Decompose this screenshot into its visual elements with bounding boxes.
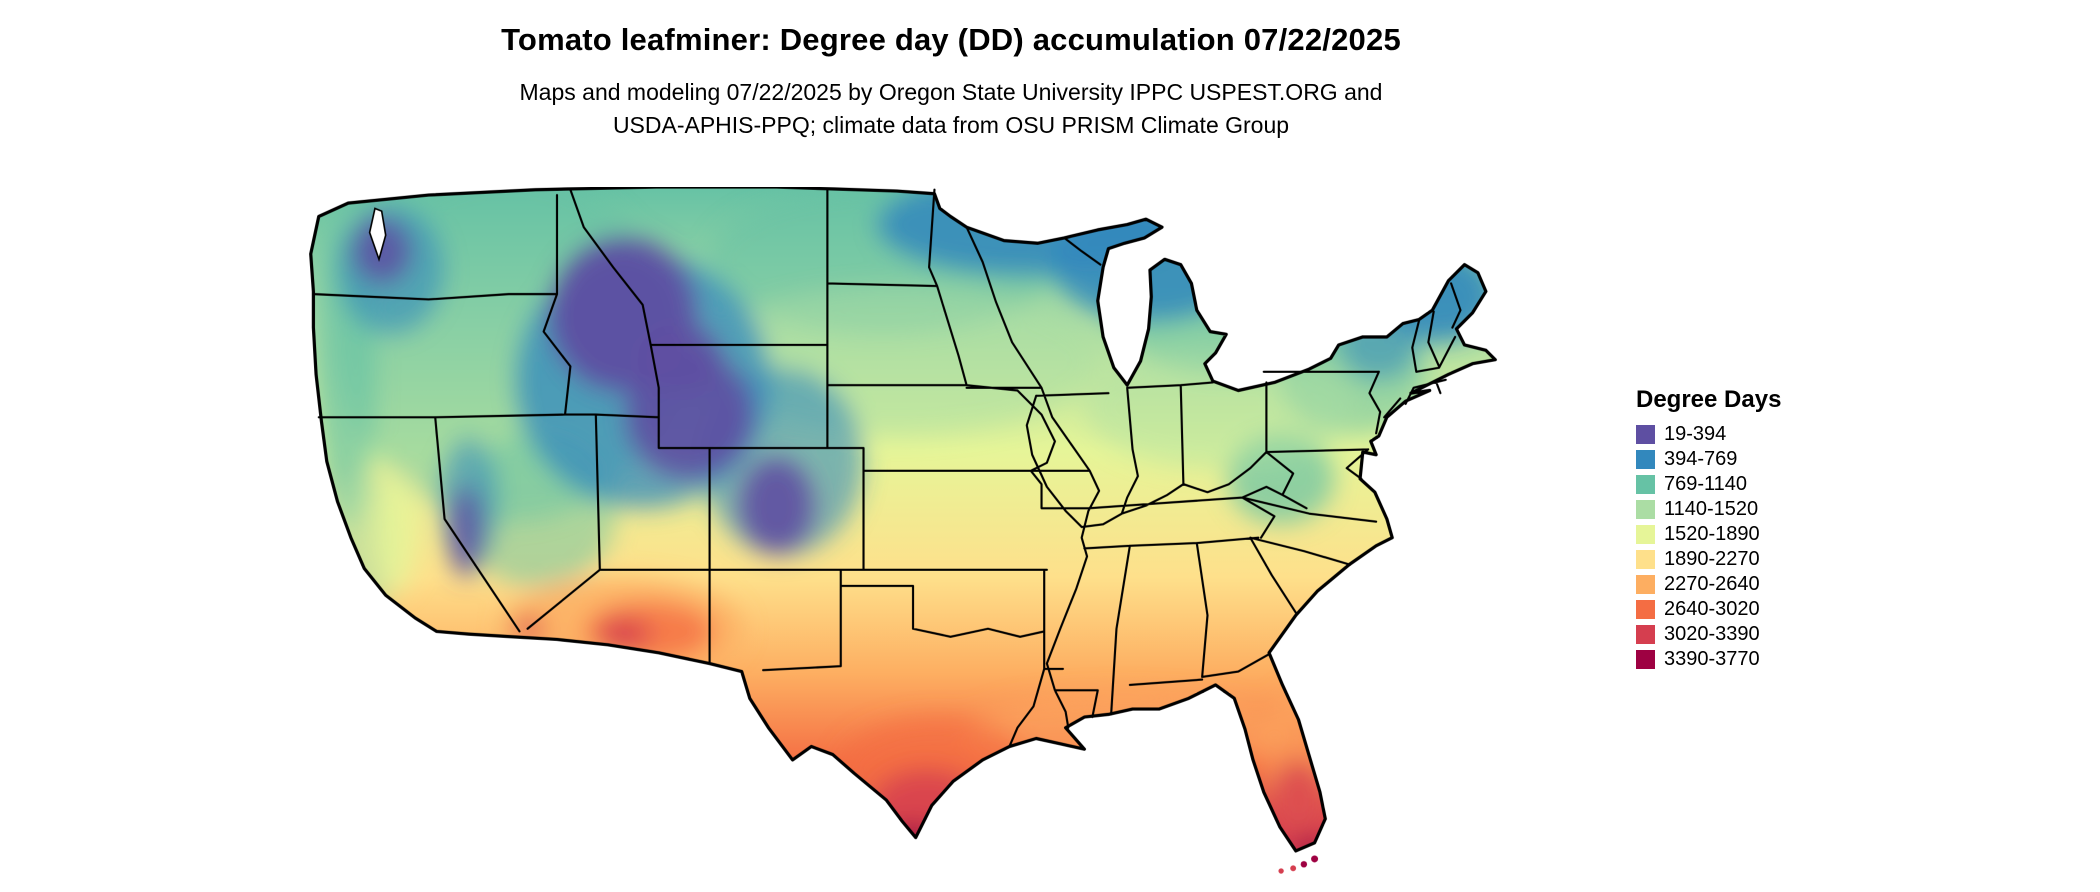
legend-item: 1890-2270: [1636, 547, 1781, 572]
legend-item: 3390-3770: [1636, 647, 1781, 672]
florida-keys: [1278, 855, 1319, 874]
us-degree-day-map: [309, 185, 1497, 874]
legend-item: 2270-2640: [1636, 572, 1781, 597]
degree-day-surface: [310, 187, 1496, 851]
legend-swatch-color: [1636, 450, 1655, 469]
map-container: [308, 185, 1593, 883]
legend-swatch-color: [1636, 625, 1655, 644]
legend-item: 394-769: [1636, 447, 1781, 472]
legend-item: 19-394: [1636, 422, 1781, 447]
legend-range-label: 1890-2270: [1664, 548, 1760, 570]
legend-range-label: 1140-1520: [1664, 498, 1759, 520]
legend-swatch-color: [1636, 650, 1655, 669]
legend-swatch-color: [1636, 575, 1655, 594]
legend-range-label: 19-394: [1664, 423, 1727, 445]
legend-range-label: 769-1140: [1664, 473, 1748, 495]
legend-swatch-color: [1636, 475, 1655, 494]
legend-swatch-color: [1636, 425, 1655, 444]
legend-item: 1520-1890: [1636, 522, 1781, 547]
subtitle-line-1: Maps and modeling 07/22/2025 by Oregon S…: [519, 79, 1383, 105]
legend-range-label: 3020-3390: [1664, 623, 1760, 645]
page-subtitle: Maps and modeling 07/22/2025 by Oregon S…: [0, 76, 1902, 142]
us-outline: [309, 185, 1497, 853]
legend-swatch-color: [1636, 600, 1655, 619]
legend-item: 769-1140: [1636, 472, 1781, 497]
subtitle-line-2: USDA-APHIS-PPQ; climate data from OSU PR…: [612, 112, 1290, 138]
legend-range-label: 3390-3770: [1664, 648, 1760, 670]
legend-swatch-color: [1636, 550, 1655, 569]
legend-item: 1140-1520: [1636, 497, 1781, 522]
state-borders: [312, 188, 1462, 748]
legend-range-label: 394-769: [1664, 448, 1738, 470]
title-block: Tomato leafminer: Degree day (DD) accumu…: [0, 22, 1902, 142]
legend-range-label: 1520-1890: [1664, 523, 1760, 545]
legend-range-label: 2640-3020: [1664, 598, 1760, 620]
legend-item: 3020-3390: [1636, 622, 1781, 647]
puget-sound: [368, 207, 387, 262]
page-title: Tomato leafminer: Degree day (DD) accumu…: [501, 22, 1401, 57]
legend-swatch-color: [1636, 500, 1655, 519]
legend-item: 2640-3020: [1636, 597, 1781, 622]
legend-title: Degree Days: [1636, 386, 1782, 413]
legend: Degree Days 19-394 394-769 769-1140 1140…: [1636, 386, 1781, 672]
legend-swatch-color: [1636, 525, 1655, 544]
legend-range-label: 2270-2640: [1664, 573, 1760, 595]
